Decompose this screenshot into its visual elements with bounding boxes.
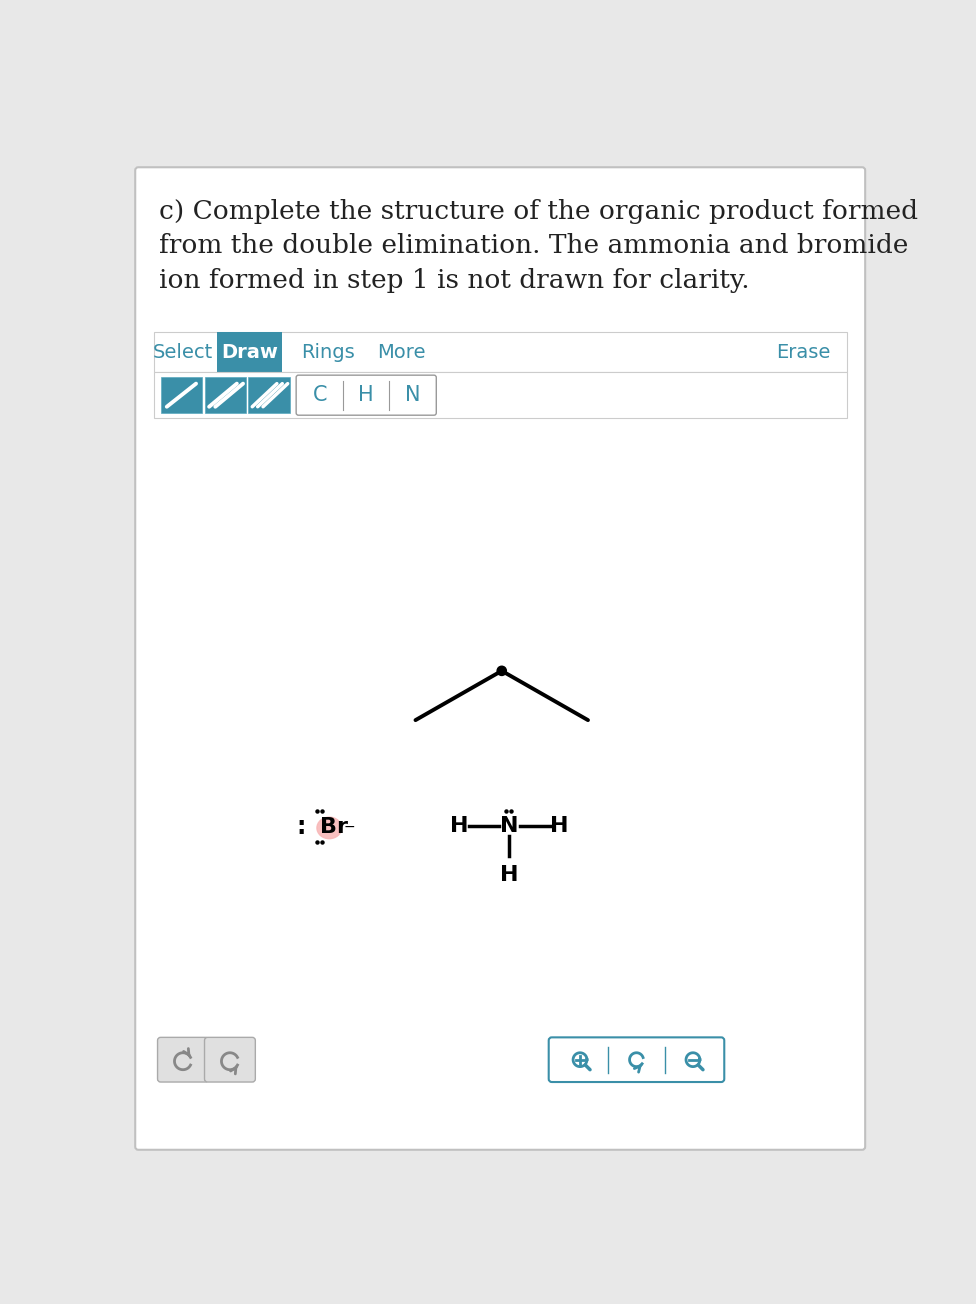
- Text: Draw: Draw: [222, 343, 278, 361]
- Bar: [161, 377, 202, 413]
- Text: N: N: [405, 385, 421, 406]
- FancyBboxPatch shape: [205, 1038, 256, 1082]
- Text: c) Complete the structure of the organic product formed: c) Complete the structure of the organic…: [159, 198, 918, 224]
- Text: Br: Br: [320, 818, 348, 837]
- Text: C: C: [312, 385, 327, 406]
- Text: ion formed in step 1 is not drawn for clarity.: ion formed in step 1 is not drawn for cl…: [159, 269, 750, 293]
- Text: from the double elimination. The ammonia and bromide: from the double elimination. The ammonia…: [159, 233, 909, 258]
- Ellipse shape: [317, 818, 342, 838]
- Bar: [217, 333, 282, 372]
- Text: More: More: [378, 343, 426, 361]
- Text: Erase: Erase: [776, 343, 831, 361]
- FancyBboxPatch shape: [136, 167, 865, 1150]
- Text: :: :: [297, 815, 306, 840]
- FancyBboxPatch shape: [157, 1038, 208, 1082]
- Bar: [153, 333, 847, 372]
- FancyBboxPatch shape: [296, 376, 436, 415]
- Text: H: H: [550, 816, 569, 836]
- Bar: [249, 377, 290, 413]
- Text: N: N: [500, 816, 518, 836]
- Circle shape: [497, 666, 507, 675]
- Text: Select: Select: [153, 343, 213, 361]
- Text: H: H: [358, 385, 374, 406]
- FancyBboxPatch shape: [549, 1038, 724, 1082]
- Text: H: H: [450, 816, 468, 836]
- Bar: [205, 377, 246, 413]
- Text: H: H: [500, 865, 518, 885]
- Text: −: −: [344, 820, 354, 835]
- Bar: [153, 372, 847, 419]
- Text: Rings: Rings: [302, 343, 355, 361]
